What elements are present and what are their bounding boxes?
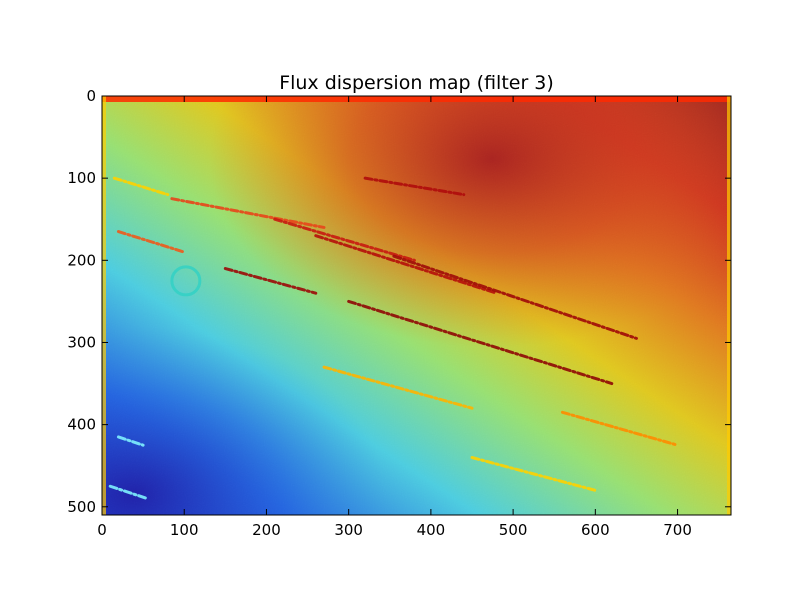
x-tick-label: 200: [252, 521, 281, 539]
x-tick-label: 400: [417, 521, 446, 539]
chart-title: Flux dispersion map (filter 3): [279, 72, 554, 94]
heatmap-streak-9: [560, 410, 680, 447]
heatmap-ring-artifact: [170, 265, 202, 297]
y-tick-label: 200: [67, 251, 96, 269]
y-tick-label: 0: [86, 87, 96, 105]
y-tick-label: 400: [67, 416, 96, 434]
heatmap-image: [102, 96, 731, 515]
y-tick-label: 500: [67, 498, 96, 516]
heatmap-streak-2: [314, 234, 499, 295]
heatmap-streak-6: [223, 267, 318, 295]
heatmap-streaks: [108, 176, 680, 501]
heatmap-top-edge: [102, 96, 731, 102]
heatmap-streak-13: [112, 176, 170, 197]
y-axis: 0 100 200 300 400 500: [67, 87, 731, 516]
plot-frame: [101, 95, 732, 516]
x-tick-label: 300: [334, 521, 363, 539]
heatmap-streak-7: [116, 230, 186, 254]
x-tick-label: 0: [97, 521, 107, 539]
x-tick-label: 700: [663, 521, 692, 539]
y-tick-label: 100: [67, 169, 96, 187]
heatmap-streak-12: [108, 484, 149, 501]
x-tick-label: 500: [499, 521, 528, 539]
heatmap-right-edge: [727, 96, 731, 515]
heatmap-streak-8: [322, 365, 474, 410]
x-tick-label: 100: [170, 521, 199, 539]
heatmap-streak-10: [470, 455, 597, 492]
heatmap-streak-1: [273, 217, 416, 262]
heatmap-left-edge: [102, 96, 106, 515]
heatmap-streak-5: [347, 299, 614, 386]
heatmap-streak-0: [170, 197, 326, 229]
x-axis: 0 100 200 300 400 500 600 700: [97, 96, 692, 539]
y-tick-label: 300: [67, 333, 96, 351]
x-tick-label: 600: [581, 521, 610, 539]
heatmap-streak-3: [392, 254, 638, 340]
heatmap-noise-texture: [102, 96, 731, 515]
heatmap-streak-11: [116, 435, 145, 447]
heatmap-streak-4: [363, 176, 466, 197]
